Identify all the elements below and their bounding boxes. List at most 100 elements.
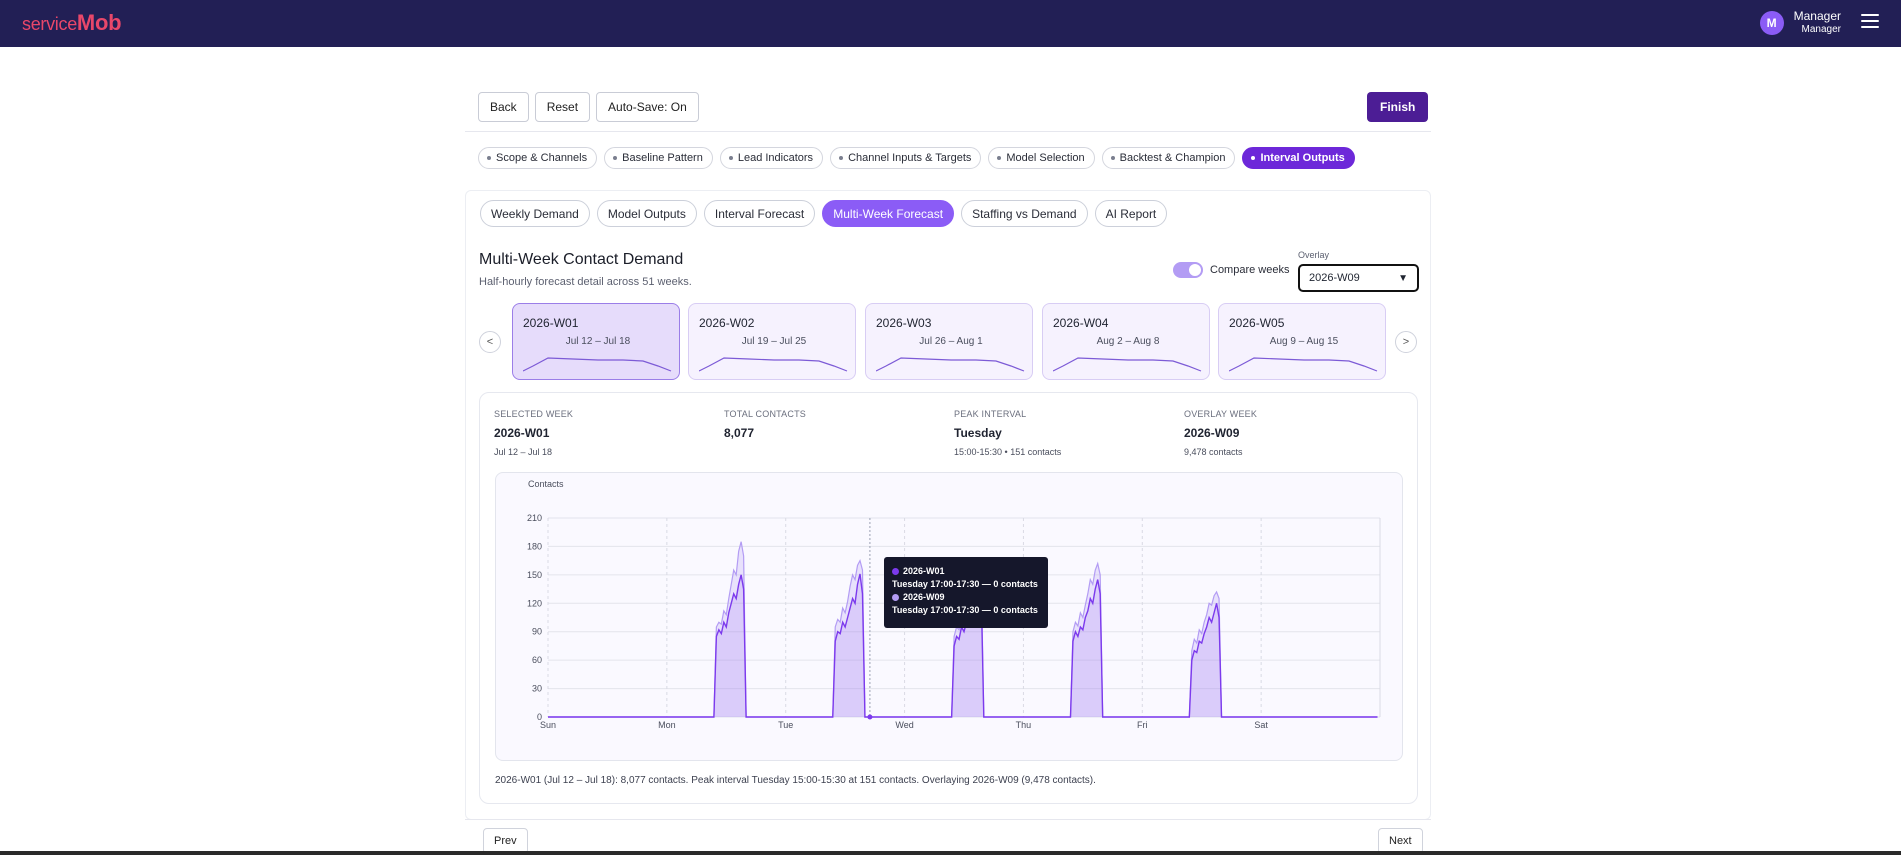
bottom-edge: [0, 851, 1901, 855]
user-info: Manager Manager: [1794, 9, 1841, 37]
hamburger-menu-icon[interactable]: [1861, 14, 1879, 30]
step-label: Scope & Channels: [496, 152, 588, 164]
compare-weeks-label: Compare weeks: [1210, 264, 1290, 276]
sparkline-line: [699, 357, 848, 372]
y-tick-label: 180: [527, 541, 542, 551]
y-tick-label: 150: [527, 570, 542, 580]
chevron-down-icon: ▼: [1398, 272, 1408, 284]
tooltip-series-name: 2026-W09: [892, 591, 1040, 604]
stat-value: Tuesday: [954, 426, 1002, 440]
step-label: Channel Inputs & Targets: [848, 152, 972, 164]
carousel-next-button[interactable]: >: [1395, 331, 1417, 353]
tab-interval-forecast[interactable]: Interval Forecast: [703, 200, 816, 227]
tab-weekly-demand[interactable]: Weekly Demand: [480, 200, 590, 227]
week-id: 2026-W05: [1229, 316, 1285, 330]
autosave-button[interactable]: Auto-Save: On: [596, 92, 699, 122]
tab-ai-report[interactable]: AI Report: [1094, 200, 1168, 227]
wizard-steps: Scope & Channels Baseline Pattern Lead Ind…: [478, 147, 1355, 169]
tab-multi-week-forecast[interactable]: Multi-Week Forecast: [822, 200, 955, 227]
y-tick-label: 210: [527, 513, 542, 523]
stat-sub: 15:00-15:30 • 151 contacts: [954, 447, 1062, 457]
series-swatch-icon: [892, 594, 899, 601]
step-dot-icon: [487, 156, 491, 160]
week-id: 2026-W03: [876, 316, 932, 330]
week-card[interactable]: 2026-W03 Jul 26 – Aug 1: [865, 303, 1033, 380]
week-sparkline: [699, 357, 848, 372]
series-swatch-icon: [892, 568, 899, 575]
y-tick-label: 0: [537, 712, 542, 722]
y-tick-label: 90: [532, 627, 542, 637]
week-card[interactable]: 2026-W01 Jul 12 – Jul 18: [512, 303, 680, 380]
output-tabs: Weekly Demand Model Outputs Interval Forec…: [480, 200, 1168, 227]
series-line-2026-w01: [548, 573, 1378, 718]
tooltip-name-text: 2026-W01: [903, 566, 945, 576]
step-lead-indicators[interactable]: Lead Indicators: [719, 147, 824, 169]
back-button[interactable]: Back: [478, 92, 529, 122]
step-model-selection[interactable]: Model Selection: [988, 147, 1095, 169]
sparkline-line: [876, 357, 1025, 372]
divider: [465, 819, 1431, 820]
step-interval-outputs[interactable]: Interval Outputs: [1242, 147, 1355, 169]
stat-peak-interval: PEAK INTERVAL Tuesday 15:00-15:30 • 151 …: [954, 409, 1061, 457]
toggle-switch[interactable]: [1173, 262, 1203, 278]
finish-button[interactable]: Finish: [1367, 92, 1429, 122]
x-tick-label: Mon: [658, 720, 676, 730]
tooltip-name-text: 2026-W09: [903, 592, 945, 602]
chart-tooltip: 2026-W01 Tuesday 17:00-17:30 — 0 contacts…: [884, 557, 1048, 628]
stat-value: 2026-W01: [494, 426, 550, 440]
avatar[interactable]: M: [1759, 11, 1784, 35]
wizard-toolbar: Back Reset Auto-Save: On: [478, 92, 699, 122]
user-role: Manager: [1801, 24, 1841, 35]
step-channel-inputs-targets[interactable]: Channel Inputs & Targets: [830, 147, 982, 169]
week-sparkline: [1053, 357, 1202, 372]
step-dot-icon: [613, 156, 618, 160]
sparkline-line: [523, 357, 672, 372]
step-baseline-pattern[interactable]: Baseline Pattern: [604, 147, 713, 169]
step-backtest-champion[interactable]: Backtest & Champion: [1101, 147, 1236, 169]
week-range: Jul 19 – Jul 25: [741, 336, 807, 347]
step-scope-channels[interactable]: Scope & Channels: [478, 147, 598, 169]
week-range: Aug 9 – Aug 15: [1269, 336, 1339, 347]
x-tick-label: Thu: [1016, 720, 1032, 730]
user-menu[interactable]: M Manager Manager: [1759, 9, 1841, 37]
top-navbar: serviceMob M Manager Manager: [0, 0, 1901, 47]
stat-value: 2026-W09: [1184, 426, 1240, 440]
stat-total-contacts: TOTAL CONTACTS 8,077: [724, 409, 806, 440]
y-tick-label: 60: [532, 655, 542, 665]
series-area-2026-w01: [548, 573, 1378, 717]
week-card[interactable]: 2026-W04 Aug 2 – Aug 8: [1042, 303, 1210, 380]
section-title: Multi-Week Contact Demand: [479, 251, 684, 268]
week-range: Aug 2 – Aug 8: [1096, 336, 1160, 347]
week-card[interactable]: 2026-W05 Aug 9 – Aug 15: [1218, 303, 1386, 380]
week-id: 2026-W04: [1053, 316, 1109, 330]
week-sparkline: [876, 357, 1025, 372]
step-label: Backtest & Champion: [1119, 152, 1226, 164]
tab-model-outputs[interactable]: Model Outputs: [596, 200, 697, 227]
compare-weeks-toggle[interactable]: Compare weeks: [1173, 262, 1289, 278]
stat-label: TOTAL CONTACTS: [724, 409, 806, 419]
tab-staffing-vs-demand[interactable]: Staffing vs Demand: [961, 200, 1088, 227]
next-button[interactable]: Next: [1378, 828, 1423, 854]
overlay-select[interactable]: 2026-W09 ▼: [1298, 264, 1419, 292]
stat-sub: Jul 12 – Jul 18: [494, 447, 553, 457]
y-axis-label: Contacts: [528, 479, 564, 489]
step-dot-icon: [997, 156, 1002, 160]
carousel-prev-button[interactable]: <: [479, 331, 501, 353]
tooltip-value: Tuesday 17:00-17:30 — 0 contacts: [892, 579, 1038, 589]
hover-point: [867, 714, 873, 720]
stat-sub: 9,478 contacts: [1184, 447, 1243, 457]
sparkline-line: [1229, 357, 1378, 372]
step-label: Model Selection: [1006, 152, 1085, 164]
step-dot-icon: [1110, 156, 1115, 160]
week-range: Jul 26 – Aug 1: [919, 336, 983, 347]
x-tick-label: Sat: [1254, 720, 1268, 730]
stat-value: 8,077: [724, 426, 755, 440]
stat-label: SELECTED WEEK: [494, 409, 574, 419]
app-logo[interactable]: serviceMob: [22, 10, 122, 35]
step-dot-icon: [728, 156, 733, 160]
prev-button[interactable]: Prev: [483, 828, 528, 854]
x-tick-label: Fri: [1137, 720, 1148, 730]
y-tick-label: 120: [527, 598, 542, 608]
reset-button[interactable]: Reset: [534, 92, 591, 122]
week-card[interactable]: 2026-W02 Jul 19 – Jul 25: [688, 303, 856, 380]
